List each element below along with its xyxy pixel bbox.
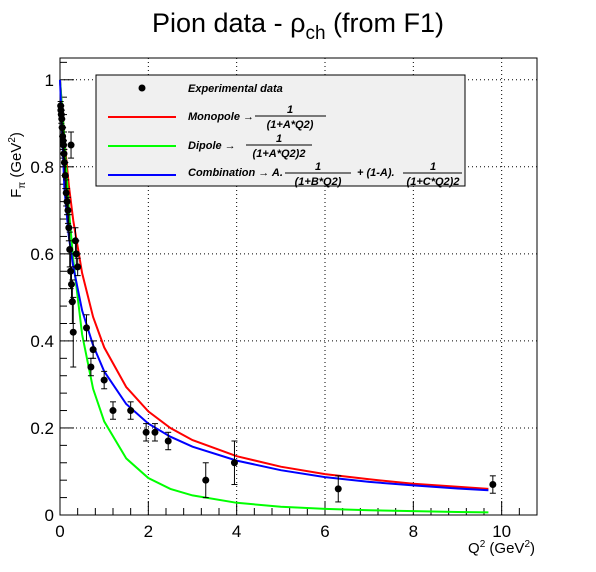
legend-label-combination-2: + (1-A). (357, 167, 395, 179)
legend-fraction-den-combination-1: (1+B*Q2) (295, 176, 342, 188)
data-marker (67, 280, 75, 288)
y-tick-label: 0 (45, 506, 54, 525)
data-marker (202, 476, 210, 484)
data-point (87, 357, 95, 377)
data-point (83, 314, 90, 342)
data-point (65, 214, 73, 242)
legend-box (95, 74, 466, 187)
legend-marker-experimental (138, 84, 146, 92)
data-marker (127, 407, 135, 415)
legend-label-experimental: Experimental data (188, 83, 283, 95)
data-marker (65, 224, 73, 232)
chart-title: Pion data - ρch (from F1) (152, 8, 444, 44)
x-tick-label: 4 (232, 522, 241, 541)
data-marker (62, 189, 70, 197)
data-marker (142, 428, 150, 436)
data-marker (67, 141, 75, 149)
plot-frame (59, 57, 538, 516)
curve-combination (59, 79, 489, 492)
axis-ticks: 0 2 4 6 8 10 0 0.2 0.4 0.6 0.8 1 (30, 61, 538, 541)
data-marker (489, 481, 497, 489)
data-marker (109, 407, 117, 415)
x-tick-label: 8 (409, 522, 418, 541)
data-marker (69, 328, 77, 336)
data-point (64, 196, 72, 224)
data-point (100, 370, 108, 390)
legend-fraction-num-combination-1: 1 (315, 161, 321, 173)
data-point (334, 475, 342, 503)
data-marker (63, 198, 71, 206)
curve-monopole (59, 79, 489, 490)
legend-fraction-num-combination-2: 1 (430, 161, 436, 173)
x-tick-label: 10 (492, 522, 511, 541)
y-tick-label: 0.6 (30, 245, 54, 264)
legend-fraction-den-monopole: (1+A*Q2) (267, 119, 314, 131)
data-point (109, 401, 117, 420)
y-tick-label: 0.8 (30, 158, 54, 177)
legend-fraction-num-dipole: 1 (276, 133, 282, 145)
data-marker (83, 324, 90, 332)
data-marker (68, 298, 76, 306)
data-marker (230, 459, 238, 467)
legend: Experimental data Monopole → 1 (1+A*Q2) … (95, 74, 466, 188)
data-point (230, 440, 238, 486)
legend-fraction-num-monopole: 1 (287, 104, 293, 116)
data-point (202, 462, 210, 499)
data-point (164, 431, 172, 451)
data-marker (100, 376, 108, 384)
data-marker (64, 206, 72, 214)
data-point (151, 423, 159, 442)
data-marker (89, 346, 97, 354)
data-marker (74, 263, 82, 271)
data-point (74, 257, 82, 277)
data-marker (61, 172, 69, 180)
curve-dipole (59, 79, 489, 514)
x-axis-title: Q2 (GeV2) (468, 539, 535, 557)
x-tick-label: 0 (55, 522, 64, 541)
data-point (67, 131, 75, 159)
data-marker (151, 428, 159, 436)
curves (59, 79, 489, 514)
x-tick-label: 6 (320, 522, 329, 541)
data-marker (72, 250, 80, 258)
data-point (69, 296, 77, 368)
legend-fraction-den-combination-2: (1+C*Q2)2 (407, 176, 460, 188)
data-marker (87, 363, 95, 371)
x-tick-label: 2 (144, 522, 153, 541)
y-tick-label: 0.4 (30, 332, 54, 351)
y-axis-title: Fπ (GeV2) (7, 132, 28, 198)
data-point (89, 340, 97, 359)
legend-label-combination: Combination → A. (188, 167, 283, 179)
data-marker (66, 246, 74, 254)
data-marker (334, 485, 342, 493)
y-tick-label: 0.2 (30, 419, 54, 438)
data-marker (67, 267, 75, 275)
legend-fraction-den-dipole: (1+A*Q2)2 (253, 148, 306, 160)
data-point (68, 279, 76, 324)
data-point (142, 423, 150, 442)
data-marker (164, 437, 172, 445)
legend-label-monopole: Monopole → (188, 111, 254, 123)
legend-label-dipole: Dipole → (188, 140, 236, 152)
data-point (489, 475, 497, 494)
data-point (127, 401, 135, 420)
data-points (57, 101, 497, 503)
y-tick-label: 1 (45, 71, 54, 90)
